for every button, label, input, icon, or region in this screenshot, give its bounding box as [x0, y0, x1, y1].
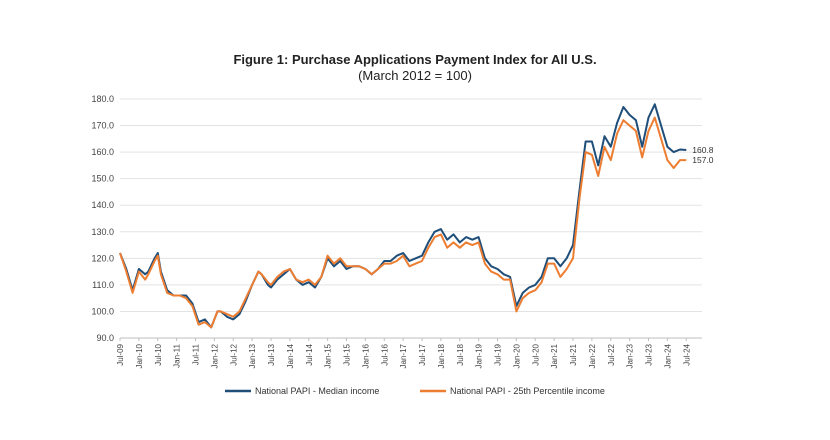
x-tick-label: Jul-22 [607, 343, 616, 365]
x-tick-label: Jul-14 [305, 343, 314, 365]
x-tick-label: Jan-10 [135, 343, 144, 368]
x-tick-label: Jul-19 [494, 343, 503, 365]
y-tick-label: 160.0 [91, 147, 114, 157]
series-lines [119, 103, 687, 329]
x-tick-label: Jan-21 [550, 343, 559, 368]
y-tick-label: 100.0 [91, 306, 114, 316]
x-tick-label: Jul-10 [154, 343, 163, 365]
x-tick-label: Jan-15 [324, 343, 333, 368]
x-tick-label: Jan-18 [437, 343, 446, 368]
x-tick-label: Jul-24 [682, 343, 691, 365]
x-tick-label: Jan-14 [286, 343, 295, 368]
x-tick-label: Jul-17 [418, 343, 427, 365]
x-tick-label: Jul-23 [645, 343, 654, 365]
x-tick-label: Jan-12 [210, 343, 219, 368]
x-tick-label: Jan-22 [588, 343, 597, 368]
x-tick-label: Jul-11 [192, 343, 201, 365]
chart-title: Figure 1: Purchase Applications Payment … [233, 52, 597, 67]
y-tick-label: 90.0 [96, 333, 114, 343]
x-tick-label: Jul-21 [569, 343, 578, 365]
legend-label: National PAPI - 25th Percentile income [450, 386, 605, 396]
x-tick-label: Jul-16 [380, 343, 389, 365]
x-tick-label: Jan-20 [512, 343, 521, 368]
x-tick-label: Jul-13 [267, 343, 276, 365]
y-tick-label: 120.0 [91, 253, 114, 263]
legend: National PAPI - Median income National PA… [225, 386, 605, 396]
x-tick-label: Jul-20 [531, 343, 540, 365]
y-tick-label: 110.0 [92, 280, 114, 290]
x-axis: Jul-09 Jan-10 Jul-10 Jan-11 Jul-11 Jan-12 Jul-… [116, 338, 691, 368]
series-line-25th-percentile [119, 116, 687, 329]
x-tick-label: Jul-15 [343, 343, 352, 365]
y-axis: 90.0 100.0 110.0 120.0 130.0 140.0 150.0 160.0 1… [91, 94, 114, 343]
y-tick-label: 180.0 [91, 94, 114, 104]
y-tick-label: 150.0 [91, 174, 114, 184]
legend-label: National PAPI - Median income [255, 386, 379, 396]
y-tick-label: 170.0 [91, 121, 114, 131]
x-tick-label: Jan-19 [475, 343, 484, 368]
series-line-median [119, 103, 687, 329]
end-value-label: 160.8 [692, 145, 714, 155]
x-tick-label: Jan-24 [663, 343, 672, 368]
x-tick-label: Jul-12 [229, 343, 238, 365]
y-tick-label: 130.0 [91, 227, 114, 237]
end-value-label: 157.0 [692, 155, 714, 165]
chart-subtitle: (March 2012 = 100) [358, 68, 472, 83]
x-tick-label: Jul-09 [116, 343, 125, 365]
x-tick-label: Jan-16 [361, 343, 370, 368]
y-tick-label: 140.0 [91, 200, 114, 210]
x-tick-label: Jan-17 [399, 343, 408, 368]
x-tick-label: Jul-18 [456, 343, 465, 365]
x-tick-label: Jan-23 [626, 343, 635, 368]
x-tick-label: Jan-13 [248, 343, 257, 368]
x-tick-label: Jan-11 [173, 343, 182, 367]
